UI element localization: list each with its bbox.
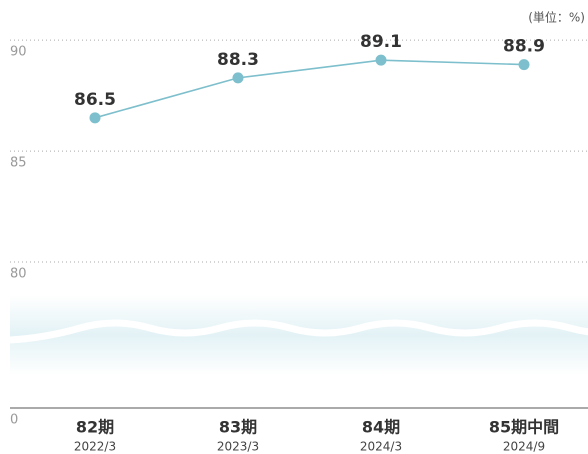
value-label: 88.9 (503, 37, 545, 57)
y-tick-label: 85 (10, 156, 27, 171)
point (519, 59, 530, 70)
x-sub-label: 2023/3 (217, 440, 259, 454)
axis-break (10, 295, 588, 375)
point (233, 72, 244, 83)
value-label: 89.1 (360, 32, 402, 52)
y-tick-label: 0 (10, 413, 18, 428)
line (95, 60, 524, 118)
x-sub-label: 2024/3 (360, 440, 402, 454)
x-tick-label: 85期中間 (489, 418, 559, 437)
point (376, 55, 387, 66)
x-sub-label: 2022/3 (74, 440, 116, 454)
value-label: 86.5 (74, 90, 116, 110)
point (90, 112, 101, 123)
x-tick-label: 83期 (219, 418, 257, 437)
chart: (単位：%) 0 80 85 90 82期 2022/3 83期 2023/3 84期 2024/… (0, 0, 588, 454)
x-sub-label: 2024/9 (503, 440, 545, 454)
value-label: 88.3 (217, 50, 259, 70)
x-tick-label: 84期 (362, 418, 400, 437)
x-tick-label: 82期 (76, 418, 114, 437)
unit-label: (単位：%) (528, 10, 585, 25)
y-tick-label: 90 (10, 45, 27, 60)
y-tick-label: 80 (10, 267, 27, 282)
